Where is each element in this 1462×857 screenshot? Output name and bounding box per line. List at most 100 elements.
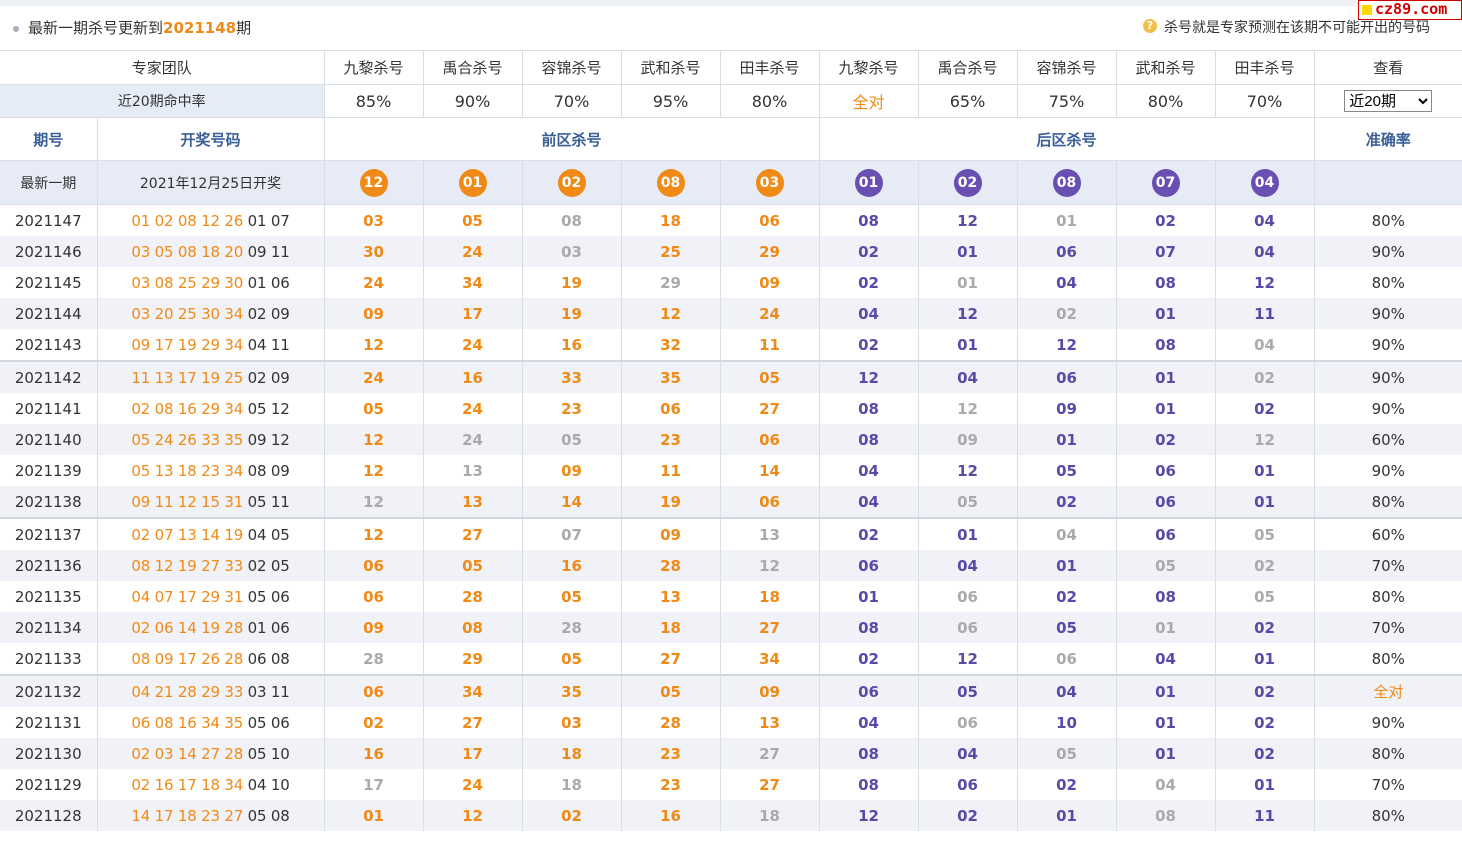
accuracy-value: 80% [1313,738,1462,769]
draw-back-numbers: 02 05 [247,556,290,575]
back-kill-number: 01 [1115,361,1216,393]
front-kill-number: 06 [719,486,820,519]
draw-numbers: 04 21 28 29 33 03 11 [96,675,325,707]
issue-number: 2021146 [0,236,97,267]
back-kill-number: 08 [818,738,919,769]
front-kill-number: 28 [620,707,721,738]
front-kill-number: 06 [323,581,424,612]
expert-name: 武和杀号 [1115,50,1216,85]
expert-name: 武和杀号 [620,50,721,85]
brand-logo[interactable]: cz89.com [1358,0,1462,20]
front-kill-number: 05 [422,204,523,236]
front-kill-number: 24 [323,361,424,393]
front-kill-number: 33 [521,361,622,393]
front-kill-cell: 03 [719,160,820,205]
period-select[interactable]: 近20期 [1344,90,1433,112]
draw-numbers: 05 13 18 23 34 08 09 [96,455,325,486]
front-kill-number: 16 [422,361,523,393]
draw-front-numbers: 05 24 26 33 35 [131,430,244,449]
back-kill-number: 05 [1016,738,1117,769]
front-kill-number: 34 [719,643,820,676]
accuracy-value: 80% [1313,643,1462,676]
front-kill-number: 27 [620,643,721,676]
back-kill-number: 01 [1115,298,1216,329]
issue-number: 2021139 [14,461,82,480]
back-kill-number: 04 [818,707,919,738]
front-kill-cell: 01 [422,160,523,205]
front-kill-number: 19 [620,486,721,519]
draw-front-numbers: 09 17 19 29 34 [131,335,244,354]
draw-numbers: 09 17 19 29 34 04 11 [96,329,325,362]
back-kill-number: 05 [1016,612,1117,643]
front-kill-cell: 12 [323,160,424,205]
history-row: 2021139 05 13 18 23 34 08 09 12 13 09 11 14 04 1… [0,455,1462,486]
back-kill-number: 01 [917,236,1018,267]
back-kill-cell: 01 [818,160,919,205]
accuracy-value: 80% [1313,486,1462,519]
front-kill-number: 05 [422,550,523,581]
back-kill-number: 04 [1016,518,1117,550]
back-kill-number: 08 [818,204,919,236]
front-kill-cell: 02 [521,160,622,205]
front-kill-number: 09 [719,267,820,298]
draw-front-numbers: 03 05 08 18 20 [131,242,244,261]
back-kill-number: 05 [1016,455,1117,486]
back-kill-number: 06 [818,550,919,581]
front-kill-number: 28 [323,643,424,676]
back-kill-ball: 08 [1052,168,1081,197]
latest-draw-date: 2021年12月25日开奖 [96,160,325,205]
title-prefix: 最新一期杀号更新到 [28,19,164,37]
front-kill-number: 28 [521,612,622,643]
draw-back-numbers: 02 09 [247,368,290,387]
hit-rate: 80% [719,84,820,118]
draw-numbers: 14 17 18 23 27 05 08 [96,800,325,831]
front-kill-number: 12 [323,424,424,455]
front-kill-number: 23 [521,393,622,424]
latest-issue: 2021148 [163,19,237,37]
expert-name: 容锦杀号 [1016,50,1117,85]
back-kill-number: 06 [917,707,1018,738]
front-kill-number: 17 [422,738,523,769]
draw-back-numbers: 05 06 [247,587,290,606]
back-kill-cell: 02 [917,160,1018,205]
front-kill-number: 03 [323,204,424,236]
help-icon[interactable]: ? [1143,19,1157,33]
back-kill-number: 01 [1016,800,1117,831]
history-row: 2021141 02 08 16 29 34 05 12 05 24 23 06 27 08 1… [0,393,1462,424]
draw-front-numbers: 02 16 17 18 34 [131,775,244,794]
history-row: 2021133 08 09 17 26 28 06 08 28 29 05 27 34 02 1… [0,643,1462,676]
hit-rate: 75% [1016,84,1117,118]
front-kill-number: 27 [719,612,820,643]
front-kill-header: 前区杀号 [323,117,820,161]
back-kill-number: 01 [1115,675,1216,707]
issue-number: 2021144 [0,298,97,329]
draw-numbers: 02 06 14 19 28 01 06 [96,612,325,643]
back-kill-number: 02 [1214,361,1315,393]
back-kill-number: 06 [818,675,919,707]
front-kill-number: 12 [323,486,424,519]
front-kill-number: 29 [620,267,721,298]
issue-number: 2021134 [0,612,97,643]
back-kill-number: 11 [1214,298,1315,329]
front-kill-number: 06 [719,424,820,455]
draw-numbers: 03 05 08 18 20 09 11 [96,236,325,267]
issue-number: 2021132 [0,675,97,707]
draw-back-numbers: 05 08 [247,806,290,825]
back-kill-cell: 07 [1115,160,1216,205]
back-kill-number: 12 [818,361,919,393]
back-kill-number: 02 [818,643,919,676]
back-kill-number: 08 [818,612,919,643]
hit-rate-label: 近20期命中率 [0,84,325,118]
front-kill-number: 24 [719,298,820,329]
hit-rate: 90% [422,84,523,118]
front-kill-number: 24 [422,329,523,362]
front-kill-number: 01 [323,800,424,831]
front-kill-number: 23 [620,424,721,455]
draw-back-numbers: 09 12 [247,430,290,449]
front-kill-number: 24 [422,236,523,267]
latest-row: 最新一期 2021年12月25日开奖 12 01 02 08 03 01 02 … [0,160,1462,205]
front-kill-number: 27 [422,707,523,738]
front-kill-number: 09 [620,518,721,550]
back-kill-number: 12 [917,393,1018,424]
accuracy-value: 90% [1313,236,1462,267]
